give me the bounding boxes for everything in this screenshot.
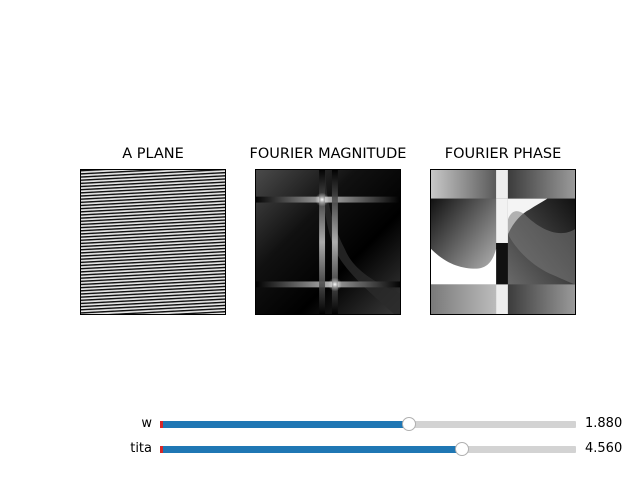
tita-slider-init-marker (160, 446, 163, 453)
w-slider-fill (160, 421, 410, 428)
w-slider-value: 1.880 (585, 416, 623, 431)
magnitude-title: FOURIER MAGNITUDE (249, 146, 407, 162)
w-slider-handle[interactable] (402, 417, 417, 431)
phase-image (430, 169, 576, 315)
w-slider-init-marker (160, 421, 163, 428)
w-slider-label: w (141, 416, 152, 431)
tita-slider-track[interactable] (160, 446, 576, 453)
tita-slider-value: 4.560 (585, 441, 623, 456)
w-slider-row: w 1.880 (0, 414, 640, 434)
plane-title: A PLANE (122, 146, 184, 162)
tita-slider-row: tita 4.560 (0, 439, 640, 459)
plane-image (80, 169, 226, 315)
phase-title: FOURIER PHASE (444, 146, 562, 162)
magnitude-image (255, 169, 401, 315)
tita-slider-fill (160, 446, 463, 453)
w-slider-track[interactable] (160, 421, 576, 428)
tita-slider-label: tita (130, 441, 152, 456)
tita-slider-handle[interactable] (455, 442, 470, 456)
